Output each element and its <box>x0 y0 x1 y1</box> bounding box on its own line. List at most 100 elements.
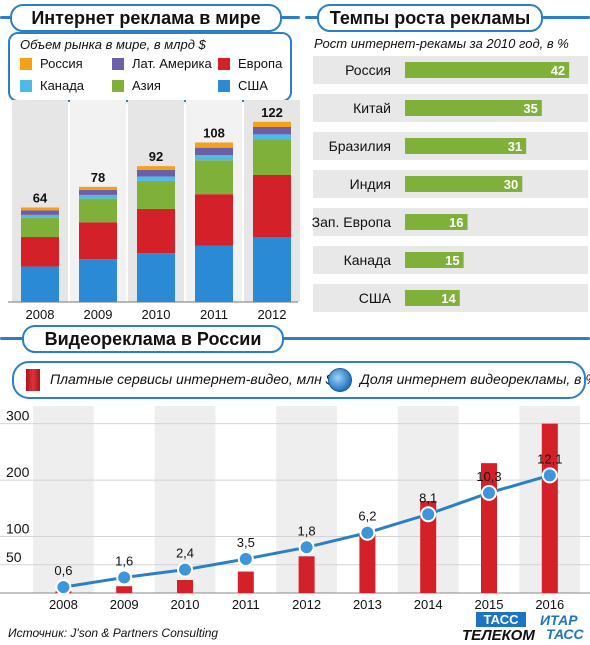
growth-subtitle: Рост интернет-рекамы за 2010 год, в % <box>314 36 569 51</box>
share-marker <box>541 467 558 484</box>
bar-segment <box>21 214 59 218</box>
video-bar <box>359 532 376 593</box>
market-chart: 64 2008 78 2009 92 2010 108 2011 122 2012 <box>8 100 300 322</box>
video-chart: 50 100 200 300 2008 2009 2010 2011 2012 2013 2014 2… <box>0 406 590 612</box>
share-marker <box>177 561 193 578</box>
legend-swatch <box>112 80 124 92</box>
x-tick-label: 2008 <box>26 307 55 322</box>
x-tick-label: 2012 <box>258 307 287 322</box>
legend-swatch <box>112 58 124 70</box>
category-label: Индия <box>350 176 391 192</box>
category-label: Россия <box>345 62 391 78</box>
video-header: Видеореклама в России <box>0 325 590 353</box>
x-tick-label: 2010 <box>171 597 200 612</box>
value-label: 16 <box>449 215 463 230</box>
video-bar <box>541 423 558 593</box>
category-label: Бразилия <box>329 138 391 154</box>
share-label: 6,2 <box>358 509 376 524</box>
legend-swatch <box>218 80 230 92</box>
value-label: 30 <box>504 177 518 192</box>
growth-chart: Россия 42 Китай 35 Бразилия 31 Индия 30 Зап. Евр… <box>312 56 588 312</box>
y-tick-label: 300 <box>6 408 30 424</box>
legend-swatch <box>20 58 32 70</box>
x-tick-label: 2015 <box>475 597 504 612</box>
bar-segment <box>79 186 117 190</box>
category-label: Зап. Европа <box>312 214 392 230</box>
share-marker <box>420 506 437 523</box>
growth-header: Темпы роста рекламы <box>305 4 590 32</box>
value-label: 42 <box>551 63 565 78</box>
bar-segment <box>253 121 291 127</box>
x-tick-label: 2016 <box>535 597 564 612</box>
share-label: 1,8 <box>298 523 316 538</box>
share-label: 1,6 <box>115 553 133 568</box>
x-tick-label: 2009 <box>84 307 113 322</box>
bar-segment <box>21 266 59 302</box>
x-tick-label: 2011 <box>200 307 228 322</box>
value-label: 15 <box>445 253 459 268</box>
itar-tass-logo: ИТАР ТАСС <box>534 612 586 642</box>
total-label: 64 <box>33 190 48 205</box>
x-tick-label: 2013 <box>353 597 382 612</box>
share-marker <box>116 569 133 586</box>
bar-segment <box>253 126 291 135</box>
video-bar <box>116 586 133 593</box>
legend-line-marker-icon <box>328 368 352 392</box>
bar-segment <box>137 166 175 170</box>
bar-segment <box>21 207 59 211</box>
y-tick-label: 100 <box>6 521 30 537</box>
growth-bar <box>405 290 460 306</box>
legend-bar-swatch <box>26 369 40 391</box>
bar-segment <box>79 198 117 223</box>
bar-segment <box>137 180 175 209</box>
category-label: США <box>359 290 392 306</box>
x-tick-label: 2008 <box>49 597 78 612</box>
share-label: 0,6 <box>54 563 72 578</box>
share-label: 8,1 <box>419 490 437 505</box>
video-bar <box>420 500 437 593</box>
share-label: 2,4 <box>176 546 194 561</box>
video-bar <box>298 556 315 593</box>
category-label: Канада <box>344 252 392 268</box>
legend-swatch <box>218 58 230 70</box>
growth-bar <box>405 214 468 230</box>
x-tick-label: 2009 <box>110 597 139 612</box>
video-header-rule <box>0 337 590 340</box>
video-legend: Платные сервисы интернет-видео, млн $ До… <box>12 361 590 399</box>
y-tick-label: 200 <box>6 464 30 480</box>
legend-line-label: Доля интернет видеорекламы, в % <box>360 371 590 387</box>
total-label: 122 <box>261 105 283 120</box>
bar-segment <box>195 147 233 156</box>
share-label: 3,5 <box>237 535 255 550</box>
x-tick-label: 2012 <box>292 597 321 612</box>
growth-bar <box>405 100 542 116</box>
bar-segment <box>195 245 233 302</box>
total-label: 108 <box>203 125 225 140</box>
share-marker <box>55 579 72 596</box>
bar-segment <box>79 222 117 260</box>
video-title: Видеореклама в России <box>22 325 284 353</box>
bar-segment <box>253 237 291 302</box>
growth-bar <box>405 176 523 192</box>
value-label: 14 <box>441 291 456 306</box>
category-label: Китай <box>353 100 391 116</box>
value-label: 35 <box>523 101 537 116</box>
y-tick-label: 50 <box>6 549 22 565</box>
itar-tass-logo-bottom: ТАСС <box>546 626 584 642</box>
bar-segment <box>253 139 291 175</box>
share-marker <box>237 550 254 567</box>
market-title: Интернет реклама в мире <box>10 4 282 32</box>
market-legend: Объем рынка в мире, в млрд $ Россия Лат.… <box>8 32 292 102</box>
x-tick-label: 2010 <box>142 307 171 322</box>
bar-segment <box>79 259 117 302</box>
video-bar <box>177 580 193 593</box>
bar-segment <box>137 169 175 177</box>
share-marker <box>298 539 315 556</box>
bar-segment <box>79 194 117 199</box>
column-band <box>33 406 94 593</box>
growth-title: Темпы роста рекламы <box>317 4 543 32</box>
bar-segment <box>21 210 59 215</box>
tass-telecom-logo-top: ТАСС <box>476 612 526 627</box>
share-marker <box>359 524 376 541</box>
bar-segment <box>21 217 59 238</box>
